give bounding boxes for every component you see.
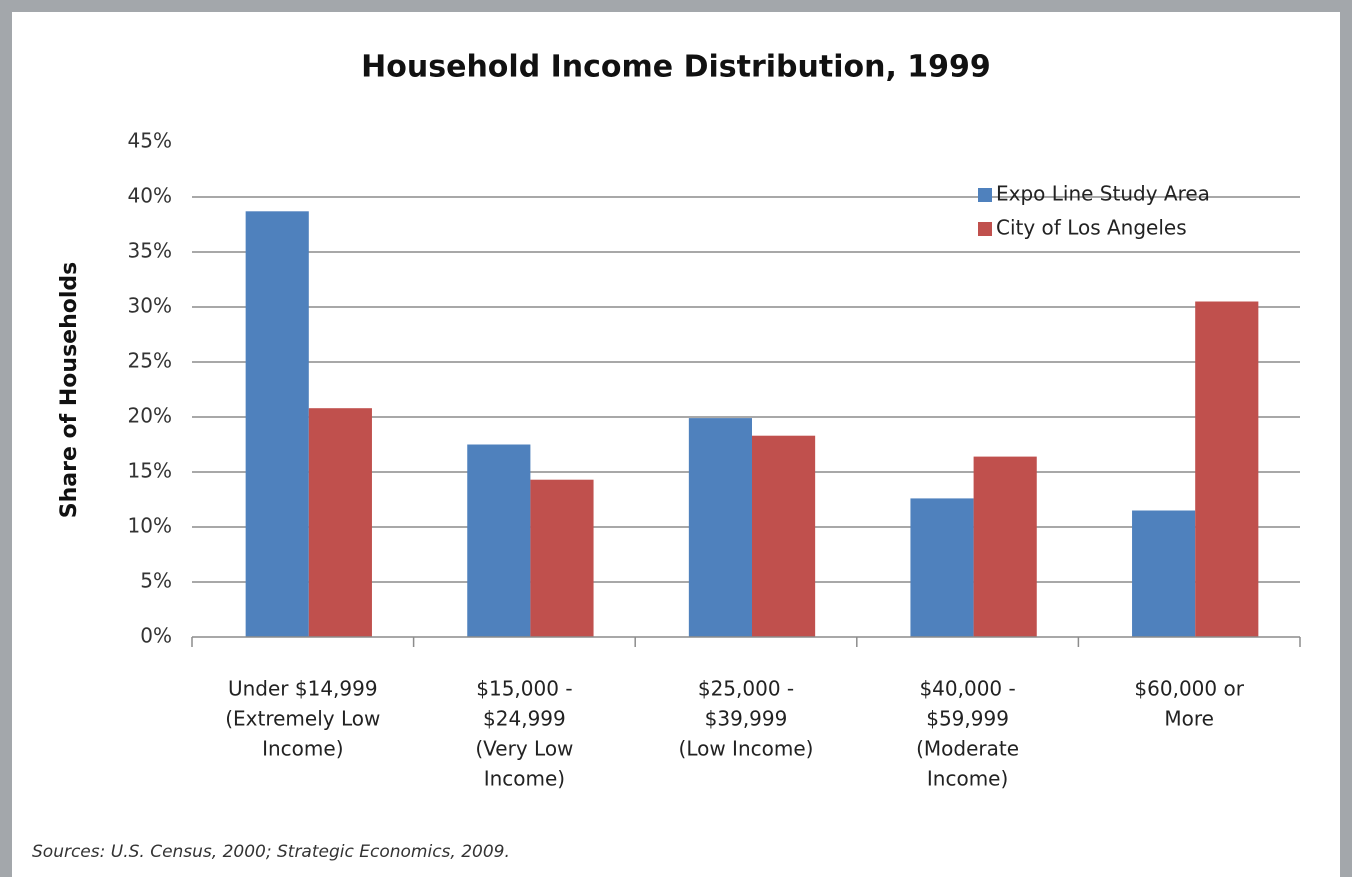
bar xyxy=(1195,301,1259,637)
y-tick-label: 40% xyxy=(128,184,172,208)
bar xyxy=(688,418,752,637)
x-tick-label: Under $14,999 xyxy=(228,677,378,701)
x-tick-label: (Extremely Low xyxy=(225,707,380,731)
x-tick-label: Income) xyxy=(484,767,565,791)
y-tick-label: 25% xyxy=(128,349,172,373)
y-tick-label: 20% xyxy=(128,404,172,428)
x-tick-label: (Low Income) xyxy=(679,737,814,761)
bar xyxy=(973,456,1037,637)
bar xyxy=(467,444,531,637)
x-tick-label: (Moderate xyxy=(916,737,1019,761)
bar xyxy=(245,211,309,638)
x-tick-label: $60,000 or xyxy=(1134,677,1244,701)
chart-background xyxy=(12,12,1340,877)
y-tick-label: 30% xyxy=(128,294,172,318)
x-tick-label: $24,999 xyxy=(483,707,566,731)
legend-label: Expo Line Study Area xyxy=(996,182,1210,206)
y-tick-label: 0% xyxy=(140,624,172,648)
bar xyxy=(308,408,372,637)
y-tick-label: 35% xyxy=(128,239,172,263)
y-tick-label: 5% xyxy=(140,569,172,593)
y-axis-label: Share of Households xyxy=(57,262,82,519)
x-tick-label: $25,000 - xyxy=(698,677,794,701)
y-tick-label: 45% xyxy=(128,129,172,153)
legend-label: City of Los Angeles xyxy=(996,216,1187,240)
source-note: Sources: U.S. Census, 2000; Strategic Ec… xyxy=(32,842,510,862)
x-tick-label: $39,999 xyxy=(705,707,788,731)
x-tick-label: More xyxy=(1164,707,1214,731)
bar xyxy=(910,498,974,637)
chart-title: Household Income Distribution, 1999 xyxy=(361,50,991,85)
x-tick-label: $40,000 - xyxy=(919,677,1015,701)
x-tick-label: $15,000 - xyxy=(476,677,572,701)
bar xyxy=(1132,510,1196,637)
legend-swatch xyxy=(978,188,992,202)
bar xyxy=(530,479,594,637)
y-tick-label: 10% xyxy=(128,514,172,538)
y-tick-label: 15% xyxy=(128,459,172,483)
x-tick-label: $59,999 xyxy=(926,707,1009,731)
x-tick-label: (Very Low xyxy=(475,737,573,761)
legend-swatch xyxy=(978,222,992,236)
x-tick-label: Income) xyxy=(262,737,343,761)
bar xyxy=(752,435,816,637)
x-tick-label: Income) xyxy=(927,767,1008,791)
